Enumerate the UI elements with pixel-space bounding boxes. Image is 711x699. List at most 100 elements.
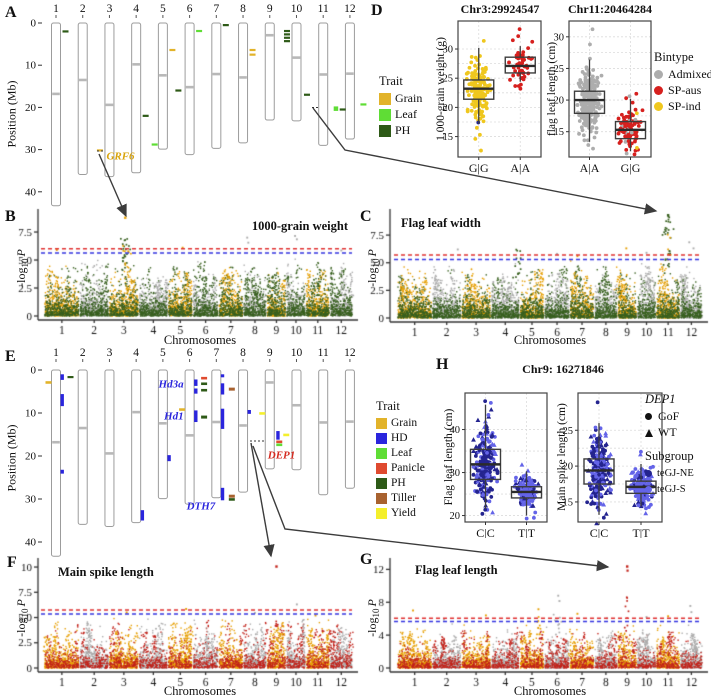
qtl-marker xyxy=(220,383,225,395)
gene-label-grf6: GRF6 xyxy=(106,150,135,162)
qtl-marker xyxy=(179,408,186,411)
genotype-category-label: A|A xyxy=(580,161,600,175)
legend-item: WT xyxy=(645,426,694,439)
ideogram-a-ylabel: Position (Mb) xyxy=(4,80,19,148)
legend-item: teGJ-S xyxy=(645,483,694,496)
genotype-category-label: G|G xyxy=(469,161,489,175)
centromere-band xyxy=(212,72,221,76)
qtl-marker xyxy=(259,412,266,415)
y-tick-label: 25 xyxy=(554,64,565,75)
legend-item: Leaf xyxy=(379,108,422,121)
plot-b-title: 1000-grain weight xyxy=(251,219,348,233)
y-tick-label: 30 xyxy=(554,32,565,43)
plot-g-title: Flag leaf length xyxy=(415,563,498,577)
qtl-marker xyxy=(276,431,280,440)
legend-trait-a: Trait Grain Leaf PH xyxy=(379,74,422,140)
chromosome-rect xyxy=(77,369,88,525)
centromere-band xyxy=(159,422,167,425)
chromosome-rect xyxy=(238,22,249,144)
plot-c-xlabel: Chromosomes xyxy=(513,333,587,347)
y-tick-label: 40 xyxy=(450,425,461,436)
chromosome-rect xyxy=(157,22,168,150)
qtl-marker xyxy=(283,433,290,437)
qtl-marker xyxy=(222,24,229,27)
panicle-swatch-icon xyxy=(376,463,387,474)
plot-b-xlabel: Chromosomes xyxy=(163,333,237,347)
centromere-band xyxy=(292,56,301,59)
chromosome-number-label: 7 xyxy=(213,3,219,15)
genotype-category-label: A|A xyxy=(510,161,530,175)
chromosome-number-label: 8 xyxy=(240,347,246,359)
chromosome-number-label: 2 xyxy=(80,3,86,15)
qtl-marker xyxy=(333,106,339,111)
qtl-marker xyxy=(60,374,64,380)
manhattan-plot-f xyxy=(0,552,360,699)
qtl-marker xyxy=(360,103,367,106)
chromosome-number-label: 6 xyxy=(187,3,193,15)
legend-item: Grain xyxy=(376,417,425,430)
chromosome-number-label: 12 xyxy=(344,347,356,359)
chromosome-number-label: 5 xyxy=(160,347,166,359)
centromere-band xyxy=(105,103,114,107)
chromosome-number-label: 2 xyxy=(80,347,86,359)
leaf-swatch-icon xyxy=(379,108,391,121)
centromere-band xyxy=(265,381,274,384)
centromere-band xyxy=(132,63,140,66)
legend-item: GoF xyxy=(645,410,694,423)
sp-aus-dot-icon xyxy=(654,86,663,95)
manhattan-plot-b xyxy=(0,205,360,350)
legend-subgroup-title: Subgroup xyxy=(645,449,694,463)
ideogram-e-ylabel: Position (Mb) xyxy=(4,424,19,492)
qtl-marker xyxy=(201,415,208,419)
position-tick-label: 30 xyxy=(25,144,37,156)
chromosome-number-label: 3 xyxy=(107,347,113,359)
legend-item: SP-ind xyxy=(654,100,711,113)
legend-trait-e-title: Trait xyxy=(376,399,400,413)
centromere-band xyxy=(239,424,247,427)
panel-label-g: G xyxy=(360,551,373,568)
qtl-marker xyxy=(194,388,198,394)
legend-dep1-title: DEP1 xyxy=(645,392,676,406)
qtl-marker xyxy=(220,374,225,378)
panel-label-b: B xyxy=(5,208,16,225)
ph-swatch-icon xyxy=(376,478,387,489)
plot-border xyxy=(464,392,548,523)
genotype-category-label: C|C xyxy=(476,526,494,538)
qtl-marker xyxy=(45,381,52,384)
chromosome-rect xyxy=(344,22,355,140)
qtl-marker xyxy=(283,36,290,39)
centromere-band xyxy=(185,434,194,437)
qtl-marker xyxy=(140,510,145,521)
qtl-marker xyxy=(228,498,235,501)
plot-f-title: Main spike length xyxy=(58,565,154,579)
chromosome-number-label: 4 xyxy=(133,3,139,15)
genotype-category-label: T|T xyxy=(632,526,650,538)
legend-item: HD xyxy=(376,432,425,445)
qtl-marker xyxy=(67,376,74,379)
legend-item: PH xyxy=(376,477,425,490)
centromere-band xyxy=(346,72,354,75)
sp-ind-dot-icon xyxy=(654,102,663,111)
qtl-marker xyxy=(167,455,171,462)
qtl-marker xyxy=(249,53,256,56)
qtl-marker xyxy=(194,410,198,423)
qtl-marker xyxy=(276,443,283,447)
chromosome-number-label: 6 xyxy=(187,347,193,359)
centromere-band xyxy=(78,426,87,430)
legend-item: Yield xyxy=(376,507,425,520)
plot-f-xlabel: Chromosomes xyxy=(163,684,237,698)
tiller-swatch-icon xyxy=(376,493,387,504)
chromosome-number-label: 10 xyxy=(291,347,303,359)
chromosome-rect xyxy=(104,369,115,528)
legend-item: Grain xyxy=(379,92,422,105)
panel-label-d: D xyxy=(371,2,383,19)
chromosome-rect xyxy=(264,22,275,121)
position-tick-label: 10 xyxy=(25,60,37,72)
centromere-band xyxy=(319,73,327,76)
chromosome-number-label: 12 xyxy=(344,3,356,15)
qtl-marker xyxy=(60,394,64,407)
boxplot-h2-ylabel: Main spike length (cm) xyxy=(556,403,568,511)
chromosome-rect xyxy=(51,369,61,557)
